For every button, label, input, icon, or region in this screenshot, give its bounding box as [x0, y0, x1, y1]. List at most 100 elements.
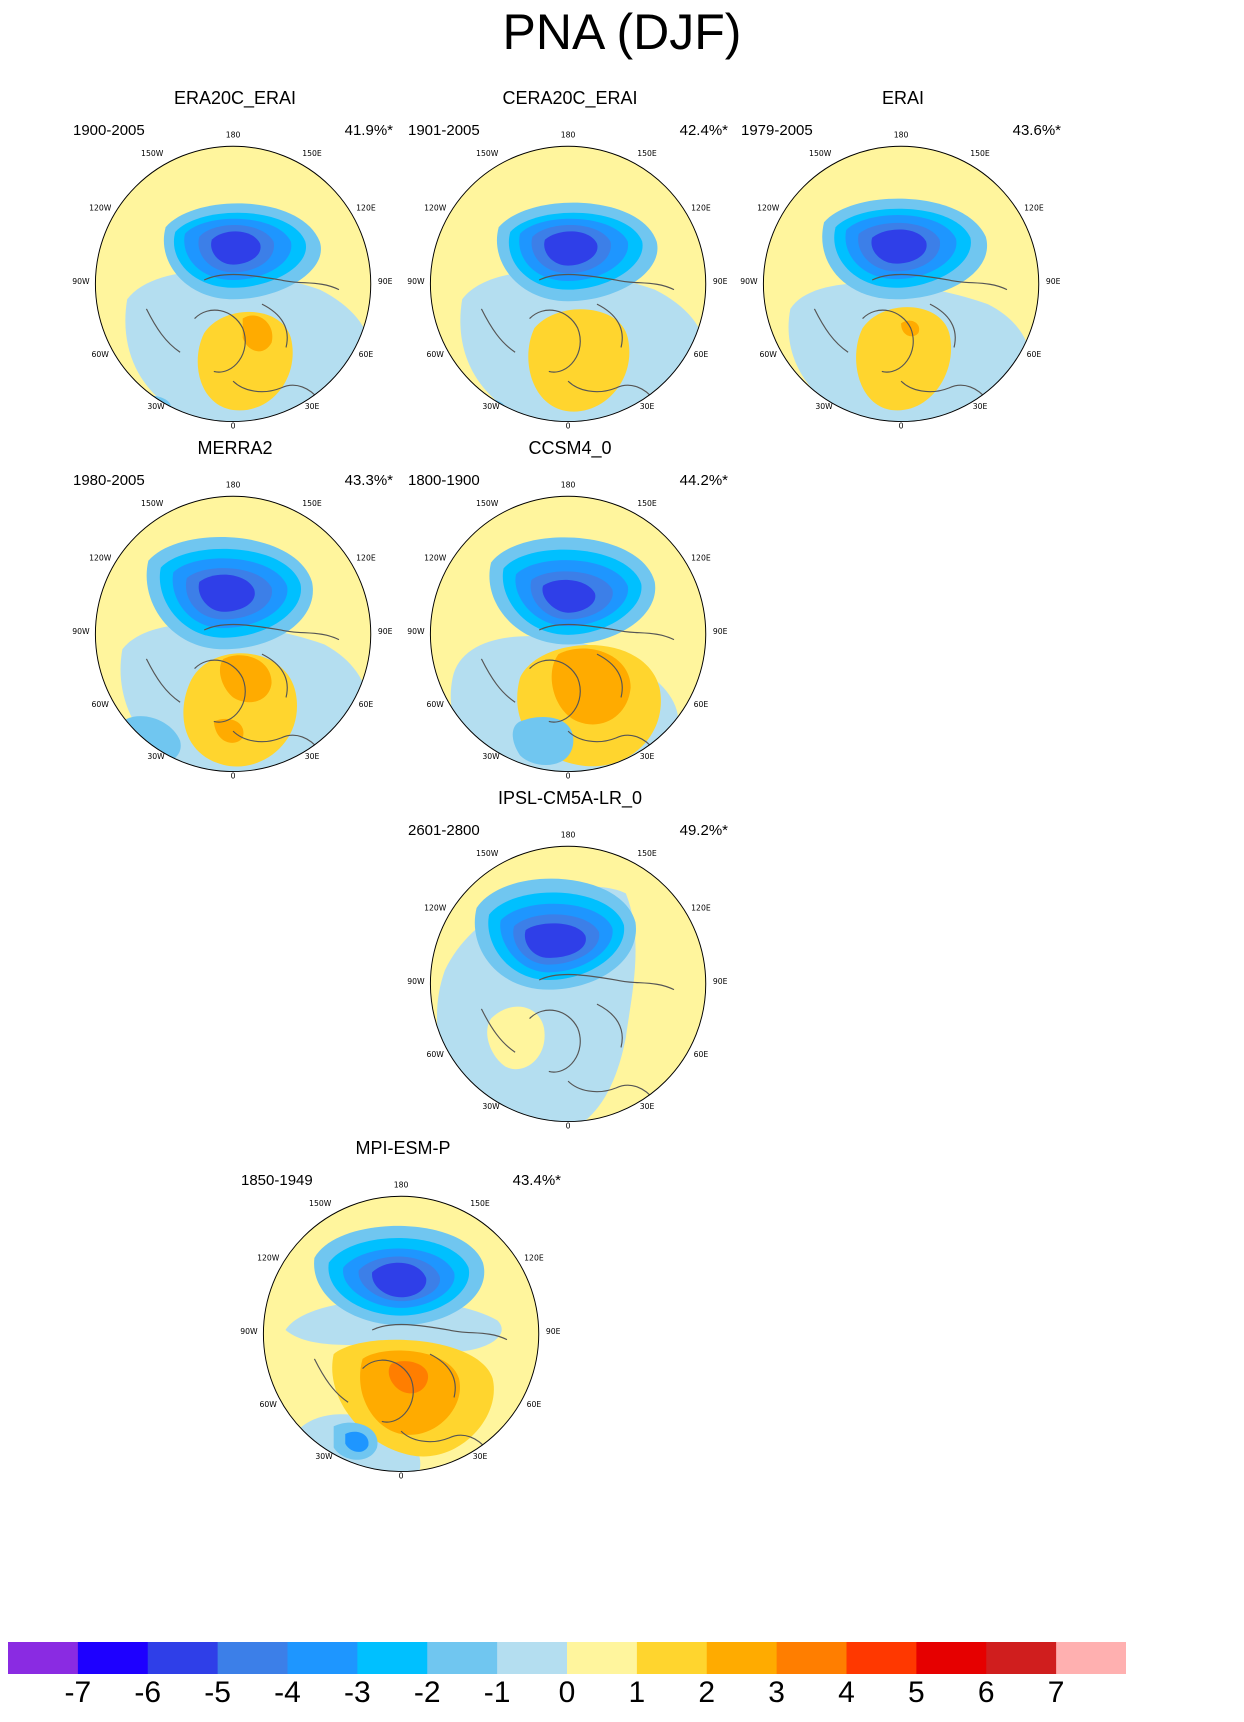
longitude-label: 180	[894, 131, 909, 140]
anomaly-contour	[512, 716, 574, 766]
longitude-label: 120W	[757, 204, 780, 213]
coastline	[362, 1359, 414, 1423]
coastline	[232, 730, 321, 751]
coastline	[480, 1008, 516, 1053]
longitude-label: 180	[561, 131, 576, 140]
coastline	[529, 309, 581, 373]
panel-percent: 43.3%*	[344, 472, 393, 489]
longitude-label: 150E	[637, 499, 657, 508]
longitude-label: 60W	[427, 1050, 445, 1059]
longitude-label: 120W	[257, 1254, 280, 1263]
longitude-label: 90W	[72, 627, 90, 636]
longitude-label: 90E	[546, 1327, 561, 1336]
longitude-label: 150W	[141, 499, 164, 508]
coastline	[529, 659, 581, 723]
coastline	[567, 1080, 656, 1101]
longitude-label: 120W	[424, 204, 447, 213]
anomaly-contour	[551, 648, 631, 725]
map-border	[94, 495, 372, 773]
colorbar-swatch	[147, 1642, 219, 1674]
coastline	[261, 303, 288, 348]
colorbar-tick-label: -4	[274, 1676, 301, 1709]
coastline	[529, 1009, 581, 1073]
longitude-label: 150W	[309, 1199, 332, 1208]
coastline	[261, 653, 288, 698]
coastline	[596, 303, 623, 348]
longitude-label: 90W	[407, 277, 425, 286]
longitude-label: 120W	[424, 904, 447, 913]
figure-title: PNA (DJF)	[502, 4, 742, 60]
longitude-label: 90E	[713, 277, 728, 286]
longitude-label: 120E	[691, 904, 711, 913]
colorbar-swatch	[217, 1642, 289, 1674]
coastline	[203, 273, 340, 291]
colorbar-swatch	[357, 1642, 428, 1674]
longitude-label: 90E	[713, 977, 728, 986]
coastline	[538, 273, 675, 291]
coastline	[203, 623, 340, 641]
polar-map: 180 150E 120E 90E 60E 30E 0 30W 60W 90W 120W 150W	[407, 831, 728, 1131]
longitude-label: 30E	[640, 752, 655, 761]
panel-percent: 42.4%*	[679, 122, 728, 139]
map-border	[762, 145, 1040, 423]
panel-title: CCSM4_0	[528, 438, 612, 458]
longitude-label: 0	[899, 421, 904, 430]
longitude-label: 150E	[637, 149, 657, 158]
coastline	[145, 658, 181, 703]
longitude-label: 30E	[305, 752, 320, 761]
panel-period: 2601-2800	[408, 822, 480, 839]
longitude-label: 120E	[356, 204, 376, 213]
longitude-label: 180	[561, 481, 576, 490]
anomaly-contour	[528, 309, 630, 412]
panel-percent: 43.4%*	[512, 1172, 561, 1189]
map-panel-erai: ERAI 1979-2005 43.6%* 180 150E 120E 90E 60E 30E 0…	[733, 88, 1073, 458]
longitude-label: 90W	[407, 627, 425, 636]
colorbar-tick-label: 6	[977, 1676, 995, 1709]
coastline	[232, 380, 321, 401]
longitude-label: 150W	[476, 849, 499, 858]
longitude-label: 120E	[356, 554, 376, 563]
longitude-label: 150W	[809, 149, 832, 158]
coastline	[900, 380, 989, 401]
colorbar-tick-label: 7	[1047, 1676, 1065, 1709]
colorbar-swatch	[916, 1642, 987, 1674]
longitude-label: 150E	[970, 149, 990, 158]
map-panel-cera20c-erai: CERA20C_ERAI 1901-2005 42.4%* 180 150E 120E 90…	[400, 88, 740, 458]
coastline	[480, 308, 516, 353]
panel-title: IPSL-CM5A-LR_0	[497, 788, 643, 808]
longitude-label: 90W	[72, 277, 90, 286]
longitude-label: 120E	[691, 554, 711, 563]
longitude-label: 120W	[424, 554, 447, 563]
longitude-label: 120W	[89, 204, 112, 213]
panel-period: 1800-1900	[408, 472, 480, 489]
map-panel-ipsl-cm5a-lr-0: IPSL-CM5A-LR_0 2601-2800 49.2%* 180 150E 120E…	[400, 788, 740, 1158]
colorbar-tick-label: -6	[134, 1676, 162, 1709]
coastline	[429, 1353, 456, 1398]
coastline	[813, 308, 849, 353]
panel-title: ERAI	[881, 88, 924, 108]
anomaly-contour	[487, 1006, 545, 1070]
colorbar	[8, 1642, 1126, 1674]
colorbar-tick-label: 0	[558, 1676, 576, 1709]
coastline	[538, 623, 675, 641]
anomaly-contour	[901, 320, 920, 337]
longitude-label: 90E	[1046, 277, 1061, 286]
anomaly-contour	[524, 923, 586, 958]
colorbar-tick-label: 4	[838, 1676, 855, 1709]
longitude-label: 150W	[476, 499, 499, 508]
longitude-label: 150W	[476, 149, 499, 158]
longitude-label: 30W	[815, 402, 833, 411]
anomaly-contour	[213, 718, 244, 743]
longitude-label: 30E	[473, 1452, 488, 1461]
map-panel-era20c-erai: ERA20C_ERAI 1900-2005 41.9%* 180 150E 120E 90E…	[65, 88, 405, 458]
longitude-label: 180	[226, 481, 241, 490]
colorbar-tick-label: -2	[413, 1676, 441, 1709]
colorbar-tick-label: 3	[768, 1676, 785, 1709]
panel-period: 1900-2005	[73, 122, 145, 139]
coastline	[929, 303, 956, 348]
anomaly-contour	[542, 579, 596, 613]
map-border	[262, 1195, 540, 1473]
longitude-label: 60E	[1027, 350, 1042, 359]
colorbar-swatch	[776, 1642, 848, 1674]
coastline	[313, 1358, 349, 1403]
